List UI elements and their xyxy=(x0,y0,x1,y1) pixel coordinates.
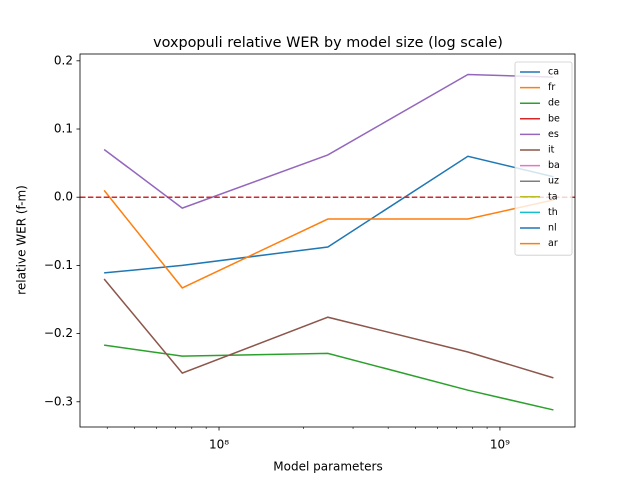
legend-label: ca xyxy=(548,67,559,78)
legend-label: ba xyxy=(548,160,560,171)
x-tick-label: 10⁸ xyxy=(209,438,229,452)
legend-label: uz xyxy=(548,176,559,187)
series-line xyxy=(103,278,554,379)
plot-frame xyxy=(79,53,576,428)
chart-title: voxpopuli relative WER by model size (lo… xyxy=(153,35,503,51)
y-axis-label: relative WER (f-m) xyxy=(15,185,29,295)
legend-box xyxy=(514,61,573,256)
y-tick-label: −0.3 xyxy=(44,394,73,408)
legend-label: de xyxy=(548,98,560,109)
legend-label: th xyxy=(548,207,558,218)
legend-label: nl xyxy=(548,223,557,234)
x-axis-label: Model parameters xyxy=(273,460,382,474)
x-tick-label: 10⁹ xyxy=(490,438,510,452)
legend-label: be xyxy=(548,113,560,124)
y-tick-label: 0.2 xyxy=(54,53,73,67)
series-line xyxy=(104,155,554,274)
legend-label: it xyxy=(548,145,555,156)
series-line xyxy=(103,73,554,209)
series-line xyxy=(104,344,554,411)
legend-label: fr xyxy=(548,82,555,93)
y-tick-label: −0.2 xyxy=(44,326,73,340)
y-tick-label: 0.1 xyxy=(54,122,73,136)
legend-label: ta xyxy=(548,191,558,202)
series-line xyxy=(103,189,554,289)
y-tick-label: 0.0 xyxy=(54,190,73,204)
legend-label: es xyxy=(548,129,559,140)
legend-label: ar xyxy=(548,238,558,249)
y-tick-label: −0.1 xyxy=(44,258,73,272)
